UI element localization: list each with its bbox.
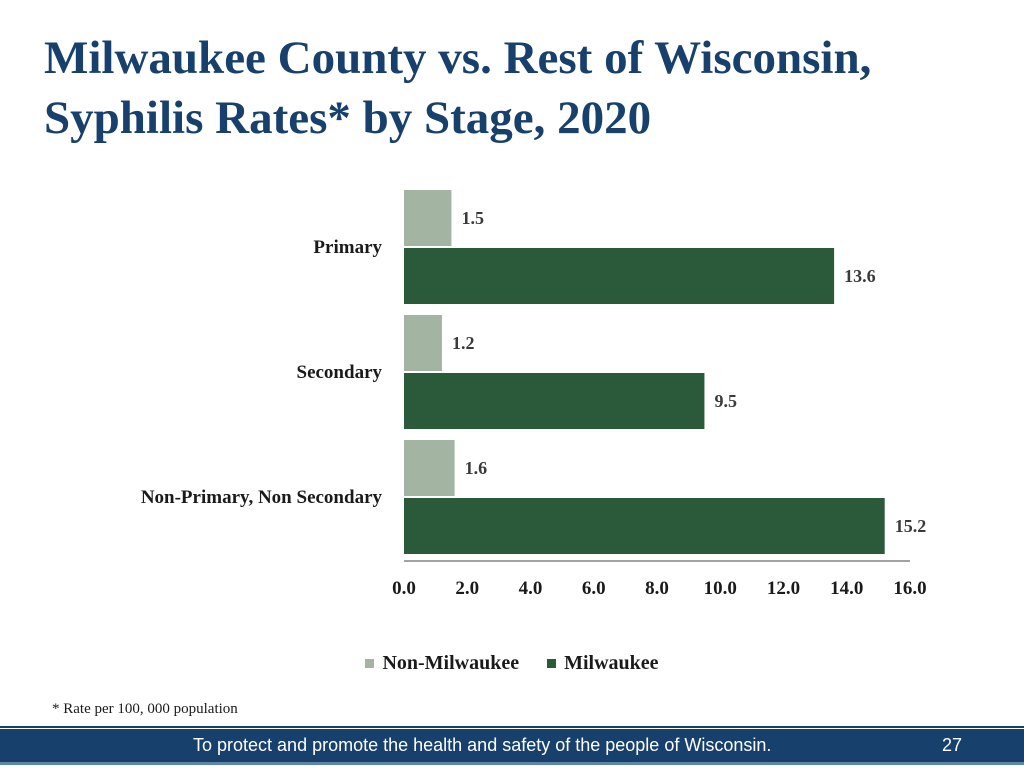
x-tick-label-8: 16.0	[893, 578, 926, 599]
legend-label-milwaukee: Milwaukee	[564, 652, 659, 674]
x-tick-label-4: 8.0	[645, 578, 669, 599]
x-tick-label-1: 2.0	[455, 578, 479, 599]
bar-non-milwaukee-secondary	[404, 315, 442, 371]
footnote: * Rate per 100, 000 population	[52, 701, 238, 717]
bar-non-milwaukee-primary	[404, 190, 452, 246]
data-label-milwaukee-secondary: 9.5	[714, 391, 737, 411]
legend-label-non-milwaukee: Non-Milwaukee	[382, 652, 520, 674]
legend-item-milwaukee: Milwaukee	[547, 652, 659, 675]
legend-swatch-milwaukee	[547, 659, 557, 668]
slide-title: Milwaukee County vs. Rest of Wisconsin, …	[44, 28, 1004, 148]
title-line-1: Milwaukee County vs. Rest of Wisconsin,	[44, 32, 872, 84]
x-tick-label-6: 12.0	[767, 578, 800, 599]
footer-text: To protect and promote the health and sa…	[193, 735, 772, 755]
footer-divider	[0, 726, 1024, 728]
category-label-primary: Primary	[313, 237, 382, 258]
x-tick-label-3: 6.0	[582, 578, 606, 599]
bar-milwaukee-secondary	[404, 373, 705, 429]
data-label-milwaukee-non-primary-non-secondary: 15.2	[895, 516, 927, 536]
x-tick-label-5: 10.0	[704, 578, 737, 599]
data-label-non-milwaukee-non-primary-non-secondary: 1.6	[465, 458, 488, 478]
legend-item-non-milwaukee: Non-Milwaukee	[365, 652, 519, 675]
bar-milwaukee-non-primary-non-secondary	[404, 498, 885, 554]
x-tick-label-2: 4.0	[519, 578, 543, 599]
legend-swatch-non-milwaukee	[365, 659, 375, 668]
category-label-secondary: Secondary	[297, 362, 383, 383]
data-label-milwaukee-primary: 13.6	[844, 266, 876, 286]
data-label-non-milwaukee-primary: 1.5	[461, 208, 484, 228]
footer-bar: To protect and promote the health and sa…	[0, 729, 1024, 765]
x-tick-label-0: 0.0	[392, 578, 416, 599]
category-label-non-primary-non-secondary: Non-Primary, Non Secondary	[141, 487, 383, 508]
bar-non-milwaukee-non-primary-non-secondary	[404, 440, 455, 496]
data-label-non-milwaukee-secondary: 1.2	[452, 333, 475, 353]
bar-chart: Primary 1.5 13.6 Secondary 1.2 9.5 Non-Primary…	[141, 190, 927, 599]
bar-milwaukee-primary	[404, 248, 835, 304]
title-line-2: Syphilis Rates* by Stage, 2020	[44, 92, 652, 144]
page-number: 27	[941, 735, 962, 755]
chart-legend: Non-Milwaukee Milwaukee	[0, 652, 1024, 675]
x-tick-label-7: 14.0	[830, 578, 863, 599]
